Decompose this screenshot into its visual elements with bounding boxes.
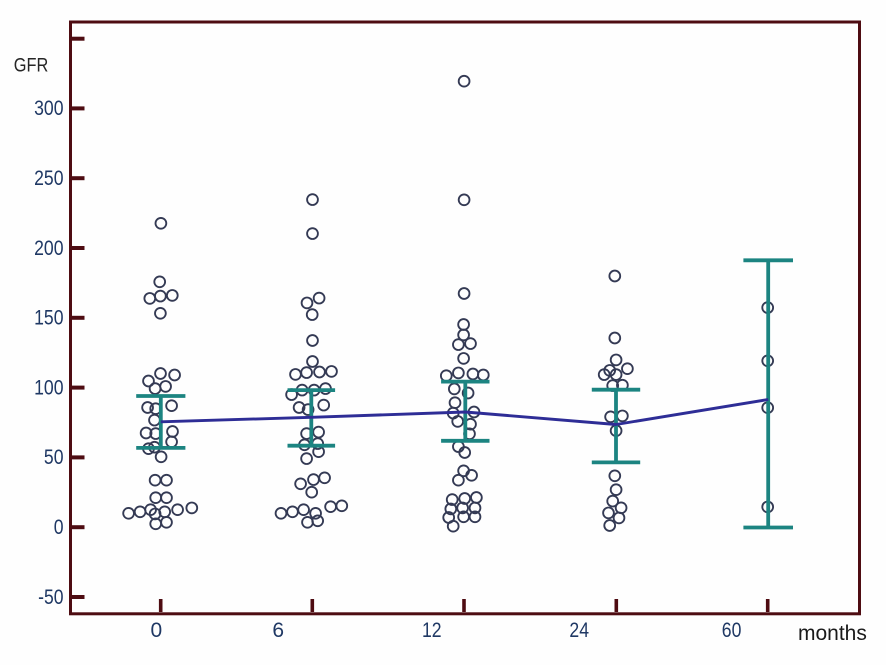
svg-text:-50: -50 (38, 586, 63, 609)
svg-text:0: 0 (151, 619, 163, 642)
svg-text:12: 12 (422, 619, 442, 642)
svg-text:100: 100 (34, 376, 63, 399)
svg-text:GFR: GFR (14, 56, 49, 77)
svg-text:0: 0 (54, 516, 64, 539)
svg-text:200: 200 (34, 237, 63, 260)
svg-text:60: 60 (722, 619, 742, 642)
svg-text:24: 24 (569, 619, 589, 642)
svg-text:300: 300 (34, 97, 63, 120)
svg-text:250: 250 (34, 167, 63, 190)
svg-text:6: 6 (272, 619, 284, 642)
svg-text:150: 150 (34, 307, 63, 330)
svg-text:50: 50 (44, 446, 64, 469)
svg-text:months: months (798, 622, 867, 645)
